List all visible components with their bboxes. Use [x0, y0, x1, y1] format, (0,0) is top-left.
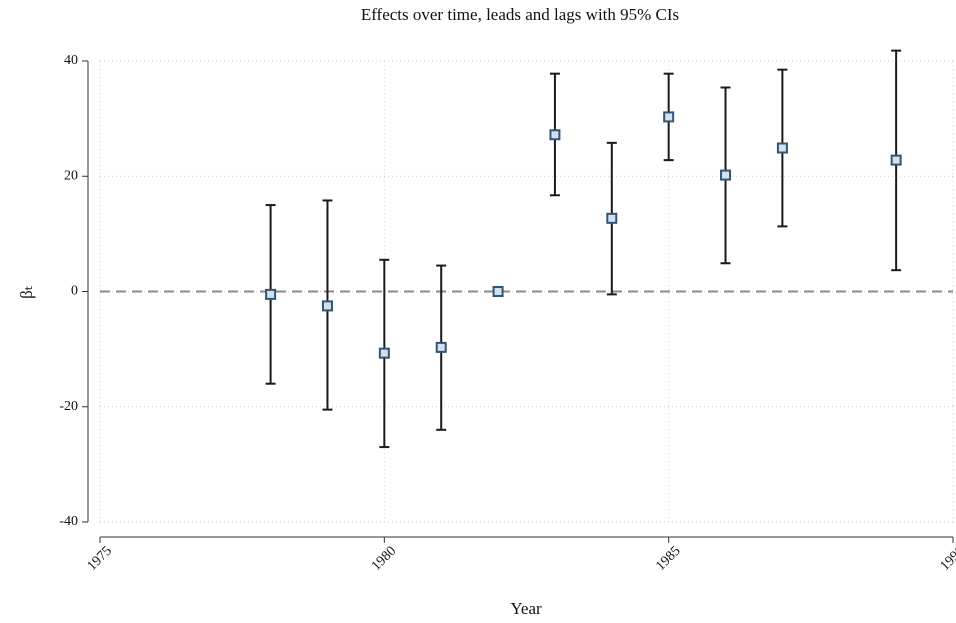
y-tick-label: 20: [64, 168, 78, 183]
point-marker: [492, 286, 504, 297]
point-marker: [265, 288, 277, 300]
y-tick-label: 0: [71, 284, 78, 299]
y-tick-label: 40: [64, 53, 78, 68]
y-tick-label: -40: [59, 514, 78, 529]
x-axis-label: Year: [510, 599, 542, 618]
point-marker: [549, 129, 561, 141]
chart-title: Effects over time, leads and lags with 9…: [361, 5, 679, 24]
point-marker: [606, 212, 618, 224]
y-axis-label: βₜ: [17, 285, 36, 299]
point-marker: [321, 300, 333, 312]
point-marker: [378, 347, 390, 359]
point-marker: [720, 169, 732, 181]
y-tick-label: -20: [59, 399, 78, 414]
point-marker: [890, 154, 902, 166]
point-marker: [435, 341, 447, 353]
point-marker: [663, 111, 675, 123]
point-marker: [776, 142, 788, 154]
